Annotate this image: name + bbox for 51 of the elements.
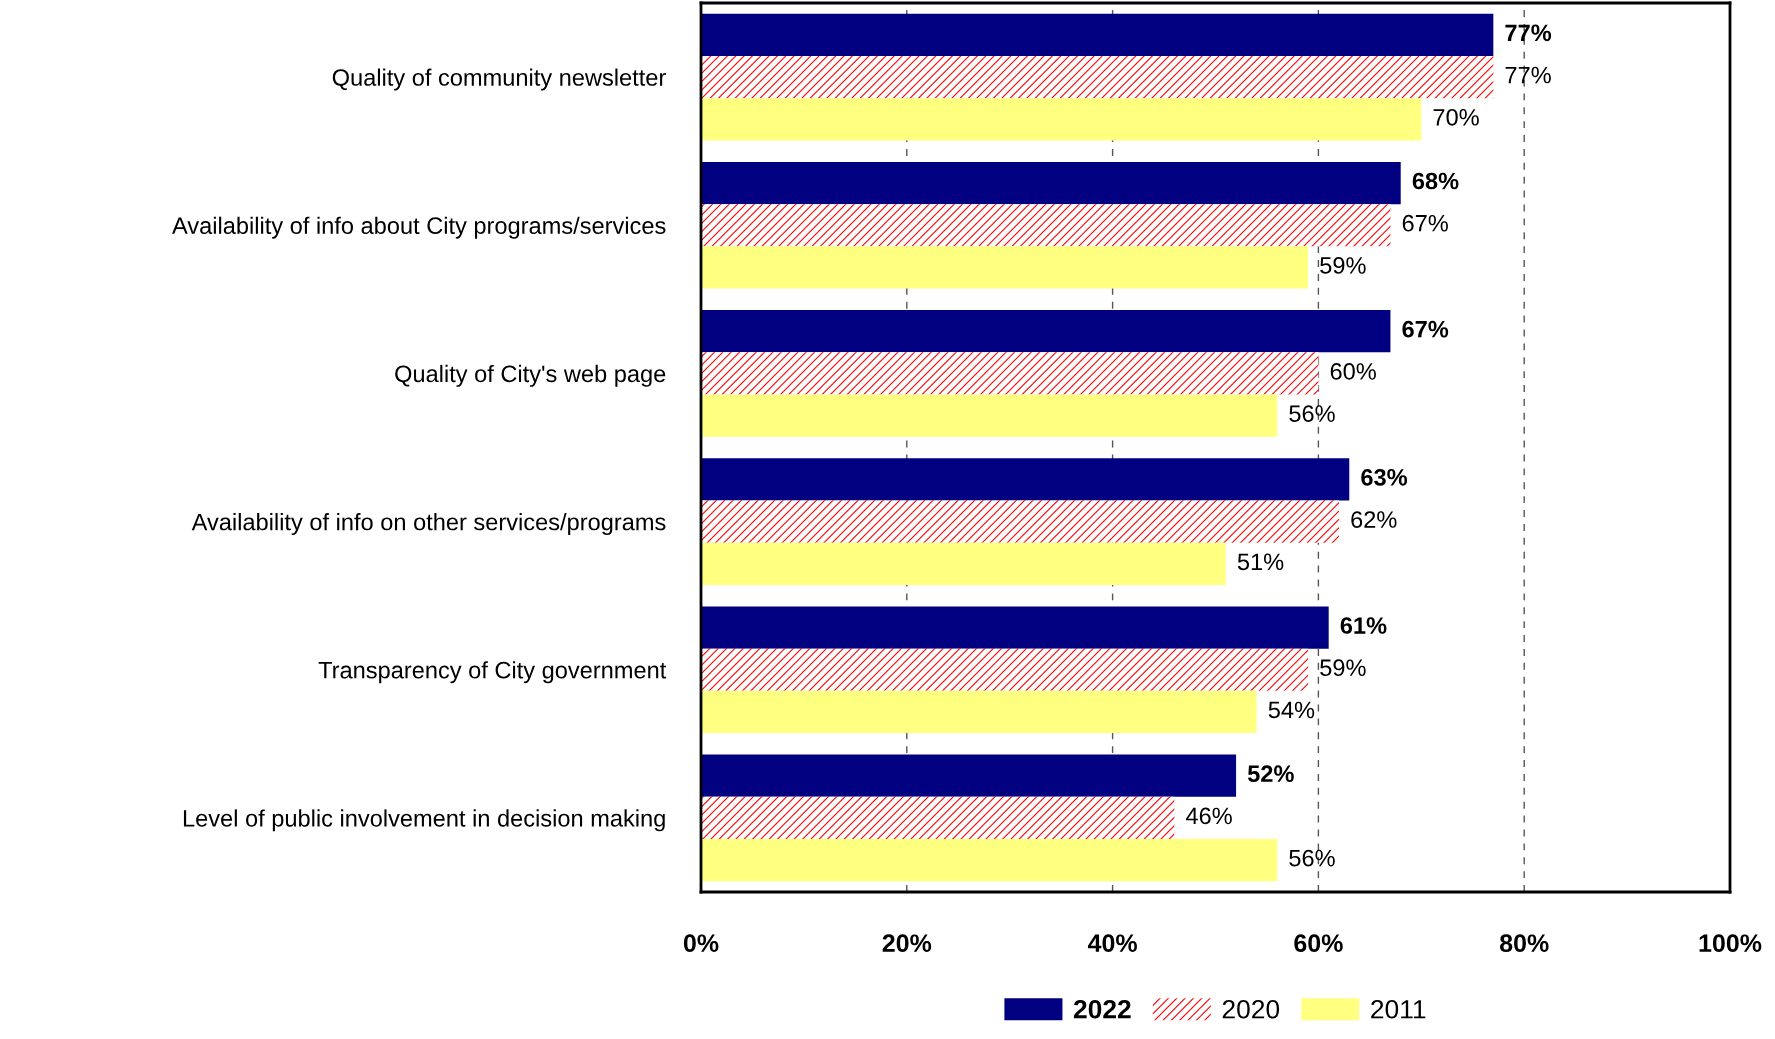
bar (701, 352, 1319, 395)
legend-label: 2011 (1371, 999, 1426, 1019)
bar (701, 98, 1422, 141)
data-label: 59% (1320, 659, 1366, 677)
y-tick-label: Quality of community newsletter (332, 68, 666, 91)
x-tick-label: 80% (1499, 934, 1549, 953)
data-label: 56% (1289, 405, 1335, 422)
data-label: 59% (1320, 257, 1366, 274)
bar (701, 161, 1401, 205)
data-label: 56% (1289, 849, 1335, 867)
legend-label: 2020 (1222, 999, 1280, 1019)
data-label: 77% (1505, 66, 1551, 84)
bar (701, 55, 1494, 99)
y-tick-label: Level of public involvement in decision making (183, 809, 665, 832)
bar (701, 394, 1278, 437)
x-tick-label: 60% (1294, 934, 1343, 953)
data-label: 67% (1402, 320, 1449, 338)
x-tick-label: 0% (683, 934, 719, 953)
y-tick-label: Quality of City's web page (395, 364, 666, 387)
data-label: 70% (1433, 108, 1479, 126)
data-label: 62% (1351, 511, 1397, 528)
bar (701, 13, 1494, 56)
x-tick-label: 100% (1699, 934, 1762, 953)
bar (701, 754, 1237, 797)
data-label: 63% (1361, 468, 1408, 486)
data-label: 68% (1412, 172, 1459, 190)
data-label: 51% (1237, 553, 1284, 571)
y-tick-label: Availability of info about City programs/services (172, 216, 666, 239)
data-label: 77% (1505, 24, 1552, 42)
legend-label: 2022 (1073, 999, 1131, 1019)
bar (701, 839, 1278, 882)
bar (701, 606, 1329, 649)
data-label: 54% (1268, 701, 1315, 719)
bar (701, 690, 1257, 734)
bar (701, 796, 1175, 840)
x-tick-label: 20% (882, 934, 932, 953)
y-tick-label: Transparency of City government (318, 661, 667, 684)
data-label: 67% (1402, 214, 1448, 232)
data-label: 46% (1185, 807, 1232, 825)
bar (701, 648, 1309, 691)
x-tick-label: 40% (1087, 934, 1137, 953)
bar (701, 542, 1226, 585)
y-tick-label: Availability of info on other services/programs (191, 513, 666, 536)
data-label: 61% (1340, 617, 1387, 634)
bar (701, 310, 1391, 353)
data-label: 52% (1247, 765, 1294, 783)
bar (701, 204, 1391, 247)
bar (701, 500, 1339, 543)
bar (701, 246, 1309, 289)
bar (701, 458, 1350, 501)
data-label: 60% (1330, 363, 1376, 380)
